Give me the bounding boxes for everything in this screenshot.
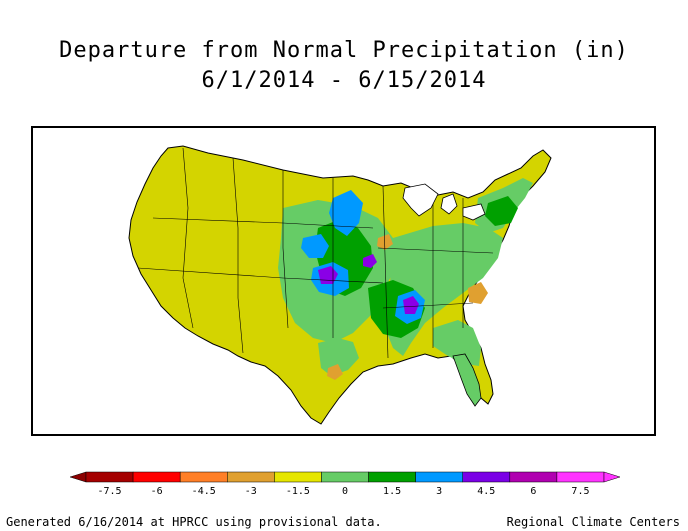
legend-swatch [368,471,416,483]
map-date-range: 6/1/2014 - 6/15/2014 [201,68,487,93]
legend-swatch [179,471,228,483]
florida-peninsula [452,353,482,407]
legend-swatch [227,471,275,483]
legend-tick-label: 7.5 [571,486,590,497]
legend-swatch [321,471,369,483]
legend-tick-label: -3 [244,486,257,497]
legend-tick-label: 3 [436,486,443,497]
dry-region-texas [327,364,343,380]
legend-tick-label: -1.5 [285,486,310,497]
legend-swatch [462,471,511,483]
legend-arrow-left [69,471,87,483]
legend-arrow-right [603,471,621,483]
legend-tick-label: 6 [530,486,537,497]
legend-tick-label: -7.5 [97,486,122,497]
legend-tick-label: 0 [341,486,349,497]
generated-note: Generated 6/16/2014 at HPRCC using provi… [6,515,382,529]
dry-region-illinois [377,234,393,250]
dry-region-carolinas [468,282,488,304]
very-wet-region-northeast [485,196,518,226]
wet-region-gulf [318,338,359,376]
map-title: Departure from Normal Precipitation (in) [59,38,629,63]
color-legend: -7.5 -6 -4.5 -3 -1.5 0 1.5 3 4.5 6 7.5 [60,468,630,497]
legend-swatch [509,471,558,483]
legend-tick-label: 4.5 [477,486,496,497]
precipitation-departure-map [128,145,552,425]
state-boundaries [137,147,494,359]
legend-tick-label: -6 [150,486,163,497]
legend-swatch [556,471,605,483]
legend-swatch [85,471,134,483]
extreme-wet-region-nebraska [301,234,329,258]
map-panel [31,126,656,436]
legend-colorbar [69,471,621,483]
great-lakes [402,183,486,221]
max-wet-region-iowa [363,254,377,268]
wet-region-southeast [433,320,481,366]
source-credit: Regional Climate Centers [506,515,680,529]
legend-tick-label: 1.5 [383,486,402,497]
max-wet-region-tennessee [403,296,419,314]
legend-swatch [274,471,322,483]
extreme-wet-region-upper-midwest [329,190,363,236]
legend-tick-label: -4.5 [191,486,216,497]
legend-swatch [132,471,181,483]
legend-swatch [415,471,463,483]
